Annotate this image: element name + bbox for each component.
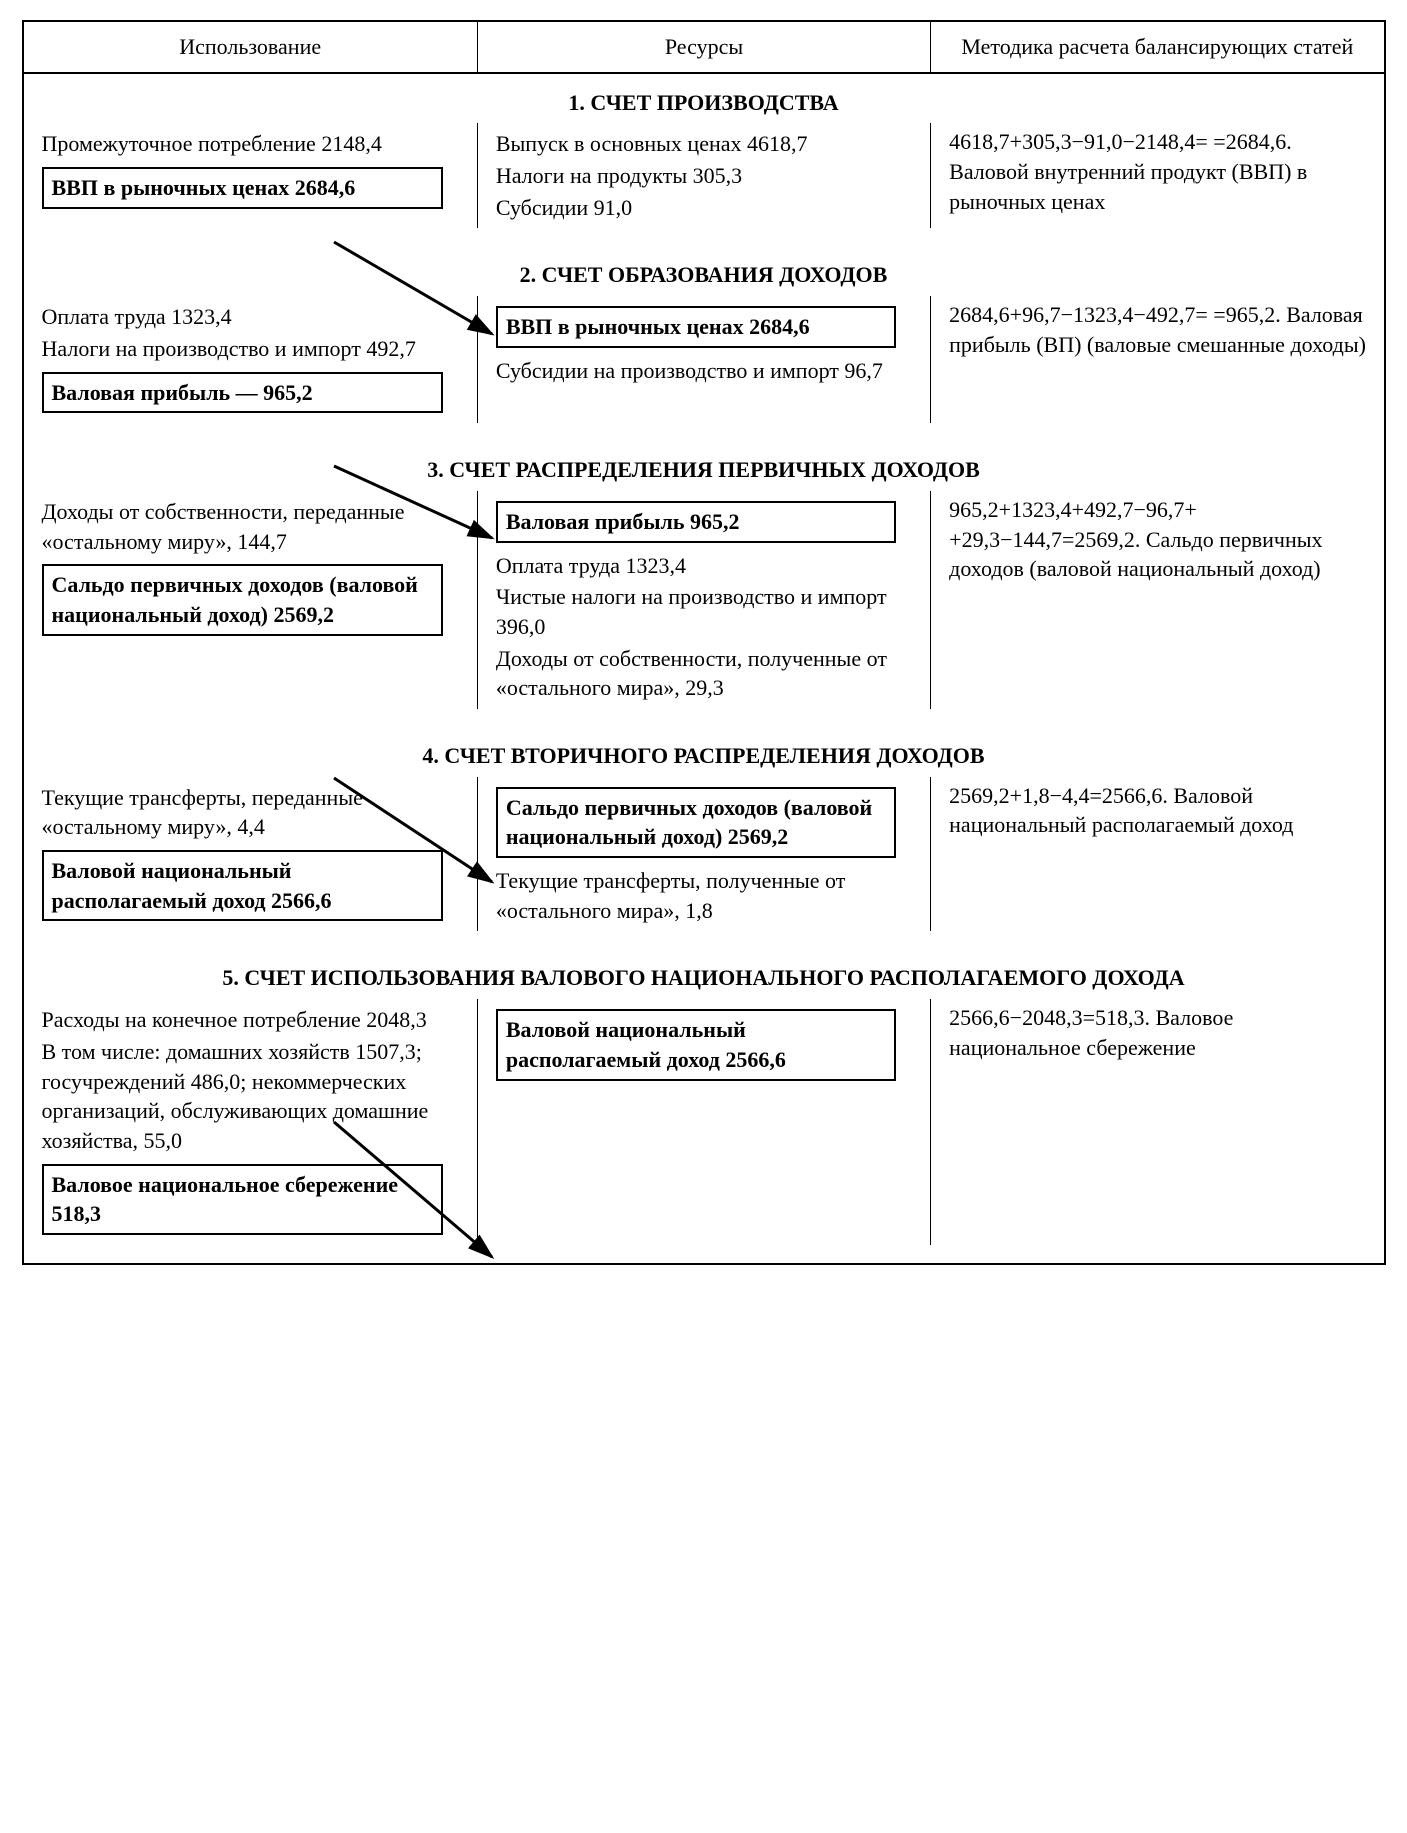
account-row: Промежуточное потребление 2148,4 ВВП в ры… bbox=[24, 123, 1384, 246]
resources-col: Валовой национальный располагаемый доход… bbox=[477, 999, 930, 1245]
incoming-box: Валовая прибыль 965,2 bbox=[496, 501, 896, 543]
method-col: 2684,6+96,7−1323,4−492,7= =965,2. Валова… bbox=[930, 296, 1383, 423]
usage-col: Текущие трансферты, переданные «остально… bbox=[24, 777, 477, 932]
section-title: 5. СЧЕТ ИСПОЛЬЗОВАНИЯ ВАЛОВОГО НАЦИОНАЛЬ… bbox=[24, 949, 1384, 999]
resources-col: Выпуск в основных ценах 4618,7Налоги на … bbox=[477, 123, 930, 228]
resource-item: Субсидии на производство и импорт 96,7 bbox=[496, 356, 916, 386]
usage-item: Текущие трансферты, переданные «остально… bbox=[42, 783, 463, 842]
resource-item: Чистые налоги на производство и импорт 3… bbox=[496, 582, 916, 641]
header-usage: Использование bbox=[24, 22, 477, 72]
header-resources: Ресурсы bbox=[477, 22, 930, 72]
method-col: 2566,6−2048,3=518,3. Валовое национально… bbox=[930, 999, 1383, 1245]
account-row: Доходы от собственности, переданные «ост… bbox=[24, 491, 1384, 727]
resource-item: Оплата труда 1323,4 bbox=[496, 551, 916, 581]
method-col: 2569,2+1,8−4,4=2566,6. Валовой националь… bbox=[930, 777, 1383, 932]
usage-item: Промежуточное потребление 2148,4 bbox=[42, 129, 463, 159]
usage-col: Расходы на конечное потребление 2048,3В … bbox=[24, 999, 477, 1245]
usage-col: Промежуточное потребление 2148,4 ВВП в ры… bbox=[24, 123, 477, 228]
balancing-box: ВВП в рыночных ценах 2684,6 bbox=[42, 167, 443, 209]
header-method: Методика расчета балансирующих статей bbox=[930, 22, 1383, 72]
balancing-box: Валовой национальный располагаемый доход… bbox=[42, 850, 443, 921]
account-row: Расходы на конечное потребление 2048,3В … bbox=[24, 999, 1384, 1263]
balancing-box: Валовая прибыль — 965,2 bbox=[42, 372, 443, 414]
account-row: Оплата труда 1323,4Налоги на производств… bbox=[24, 296, 1384, 441]
usage-item: Налоги на производство и импорт 492,7 bbox=[42, 334, 463, 364]
section-title: 1. СЧЕТ ПРОИЗВОДСТВА bbox=[24, 74, 1384, 124]
usage-item: Доходы от собственности, переданные «ост… bbox=[42, 497, 463, 556]
usage-col: Доходы от собственности, переданные «ост… bbox=[24, 491, 477, 709]
usage-col: Оплата труда 1323,4Налоги на производств… bbox=[24, 296, 477, 423]
method-col: 965,2+1323,4+492,7−96,7+ +29,3−144,7=256… bbox=[930, 491, 1383, 709]
resources-col: Валовая прибыль 965,2 Оплата труда 1323,4… bbox=[477, 491, 930, 709]
usage-item: В том числе: домашних хозяйств 1507,3; г… bbox=[42, 1037, 463, 1156]
balancing-box: Валовое национальное сбережение 518,3 bbox=[42, 1164, 443, 1235]
section-title: 3. СЧЕТ РАСПРЕДЕЛЕНИЯ ПЕРВИЧНЫХ ДОХОДОВ bbox=[24, 441, 1384, 491]
incoming-box: Сальдо первичных доходов (валовой национ… bbox=[496, 787, 896, 858]
resource-item: Субсидии 91,0 bbox=[496, 193, 916, 223]
resource-item: Текущие трансферты, полученные от «остал… bbox=[496, 866, 916, 925]
usage-item: Расходы на конечное потребление 2048,3 bbox=[42, 1005, 463, 1035]
section-title: 4. СЧЕТ ВТОРИЧНОГО РАСПРЕДЕЛЕНИЯ ДОХОДОВ bbox=[24, 727, 1384, 777]
resource-item: Налоги на продукты 305,3 bbox=[496, 161, 916, 191]
account-row: Текущие трансферты, переданные «остально… bbox=[24, 777, 1384, 950]
usage-item: Оплата труда 1323,4 bbox=[42, 302, 463, 332]
resources-col: Сальдо первичных доходов (валовой национ… bbox=[477, 777, 930, 932]
resources-col: ВВП в рыночных ценах 2684,6 Субсидии на п… bbox=[477, 296, 930, 423]
incoming-box: Валовой национальный располагаемый доход… bbox=[496, 1009, 896, 1080]
method-col: 4618,7+305,3−91,0−2148,4= =2684,6. Валов… bbox=[930, 123, 1383, 228]
resource-item: Выпуск в основных ценах 4618,7 bbox=[496, 129, 916, 159]
accounts-table: Использование Ресурсы Методика расчета б… bbox=[22, 20, 1386, 1265]
section-title: 2. СЧЕТ ОБРАЗОВАНИЯ ДОХОДОВ bbox=[24, 246, 1384, 296]
resource-item: Доходы от собственности, полученные от «… bbox=[496, 644, 916, 703]
header-row: Использование Ресурсы Методика расчета б… bbox=[24, 22, 1384, 74]
balancing-box: Сальдо первичных доходов (валовой национ… bbox=[42, 564, 443, 635]
incoming-box: ВВП в рыночных ценах 2684,6 bbox=[496, 306, 896, 348]
